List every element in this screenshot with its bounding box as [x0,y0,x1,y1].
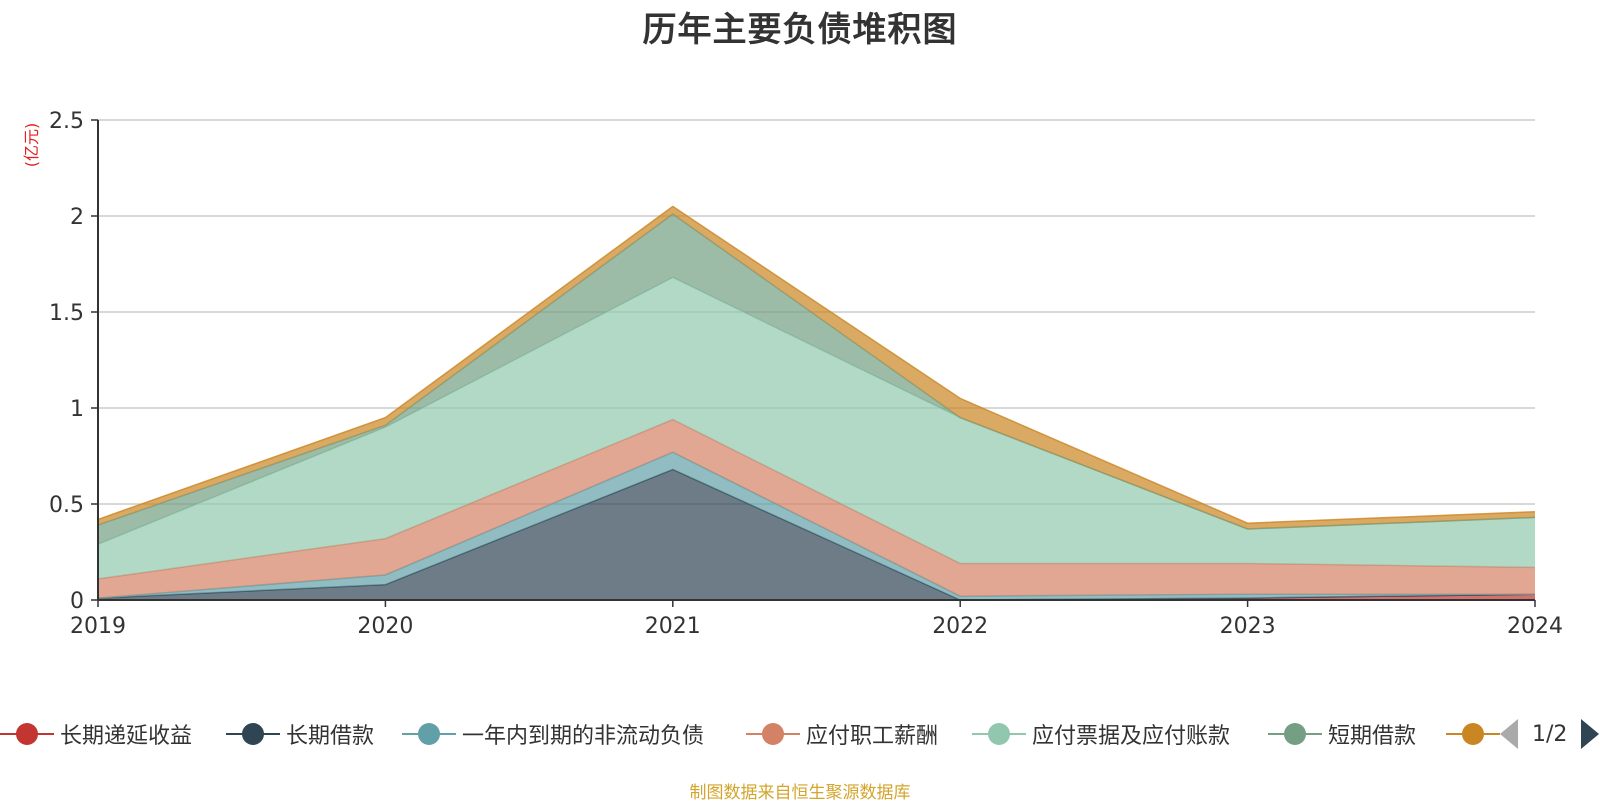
x-tick-label: 2019 [70,614,126,639]
legend-page-indicator: 1/2 [1532,721,1568,747]
legend-label: 短期借款 [1328,724,1417,749]
chart-plot: 0 0.5 1 1.5 2 2.5 2019 2020 2021 2022 2023 2024 [49,109,1563,639]
y-tick-label: 1.5 [49,301,84,326]
x-tick-label: 2020 [357,614,413,639]
legend: 长期递延收益 长期借款 一年内到期的非流动负债 应付职工薪酬 应付票据及应付账款 短期借款 [0,714,1600,754]
x-tick-label: 2022 [932,614,988,639]
legend-item-2[interactable]: 长期借款 [226,714,374,754]
legend-label: 应付职工薪酬 [806,724,939,749]
legend-item-7[interactable] [1446,714,1500,754]
x-tick-label: 2024 [1507,614,1563,639]
legend-pager: 1/2 [1500,714,1600,754]
legend-prev-page-icon[interactable] [1500,719,1518,749]
data-source-note: 制图数据来自恒生聚源数据库 [689,783,911,803]
legend-label: 长期借款 [286,724,375,749]
series-line-2 [97,468,1536,601]
legend-marker-icon [226,714,280,754]
legend-item-4[interactable]: 应付职工薪酬 [746,714,938,754]
legend-next-page-icon[interactable] [1581,719,1600,749]
legend-item-6[interactable]: 短期借款 [1268,714,1416,754]
area-series-4[interactable] [98,419,1535,599]
x-tick-label: 2023 [1220,614,1276,639]
legend-label: 长期递延收益 [60,724,193,749]
legend-marker-icon [746,714,800,754]
y-tick-label: 0 [70,589,84,614]
legend-label: 应付票据及应付账款 [1032,724,1231,749]
legend-marker-icon [1268,714,1322,754]
area-series-3[interactable] [98,452,1535,600]
chart-title: 历年主要负债堆积图 [642,10,958,50]
x-tick-label: 2021 [645,614,701,639]
area-series-5[interactable] [98,277,1535,579]
legend-item-3[interactable]: 一年内到期的非流动负债 [402,714,704,754]
series-line-7 [97,205,1536,524]
axes: 0 0.5 1 1.5 2 2.5 2019 2020 2021 2022 2023 2024 [49,109,1563,639]
legend-marker-icon [0,714,54,754]
legend-item-1[interactable]: 长期递延收益 [0,714,192,754]
y-tick-label: 2.5 [49,109,84,134]
legend-marker-icon [972,714,1026,754]
y-tick-label: 2 [70,205,84,230]
legend-item-5[interactable]: 应付票据及应付账款 [972,714,1230,754]
legend-marker-icon [1446,714,1500,754]
y-tick-label: 0.5 [49,493,84,518]
stacked-areas [97,205,1536,601]
y-tick-label: 1 [70,397,84,422]
legend-label: 一年内到期的非流动负债 [462,724,705,749]
legend-marker-icon [402,714,456,754]
